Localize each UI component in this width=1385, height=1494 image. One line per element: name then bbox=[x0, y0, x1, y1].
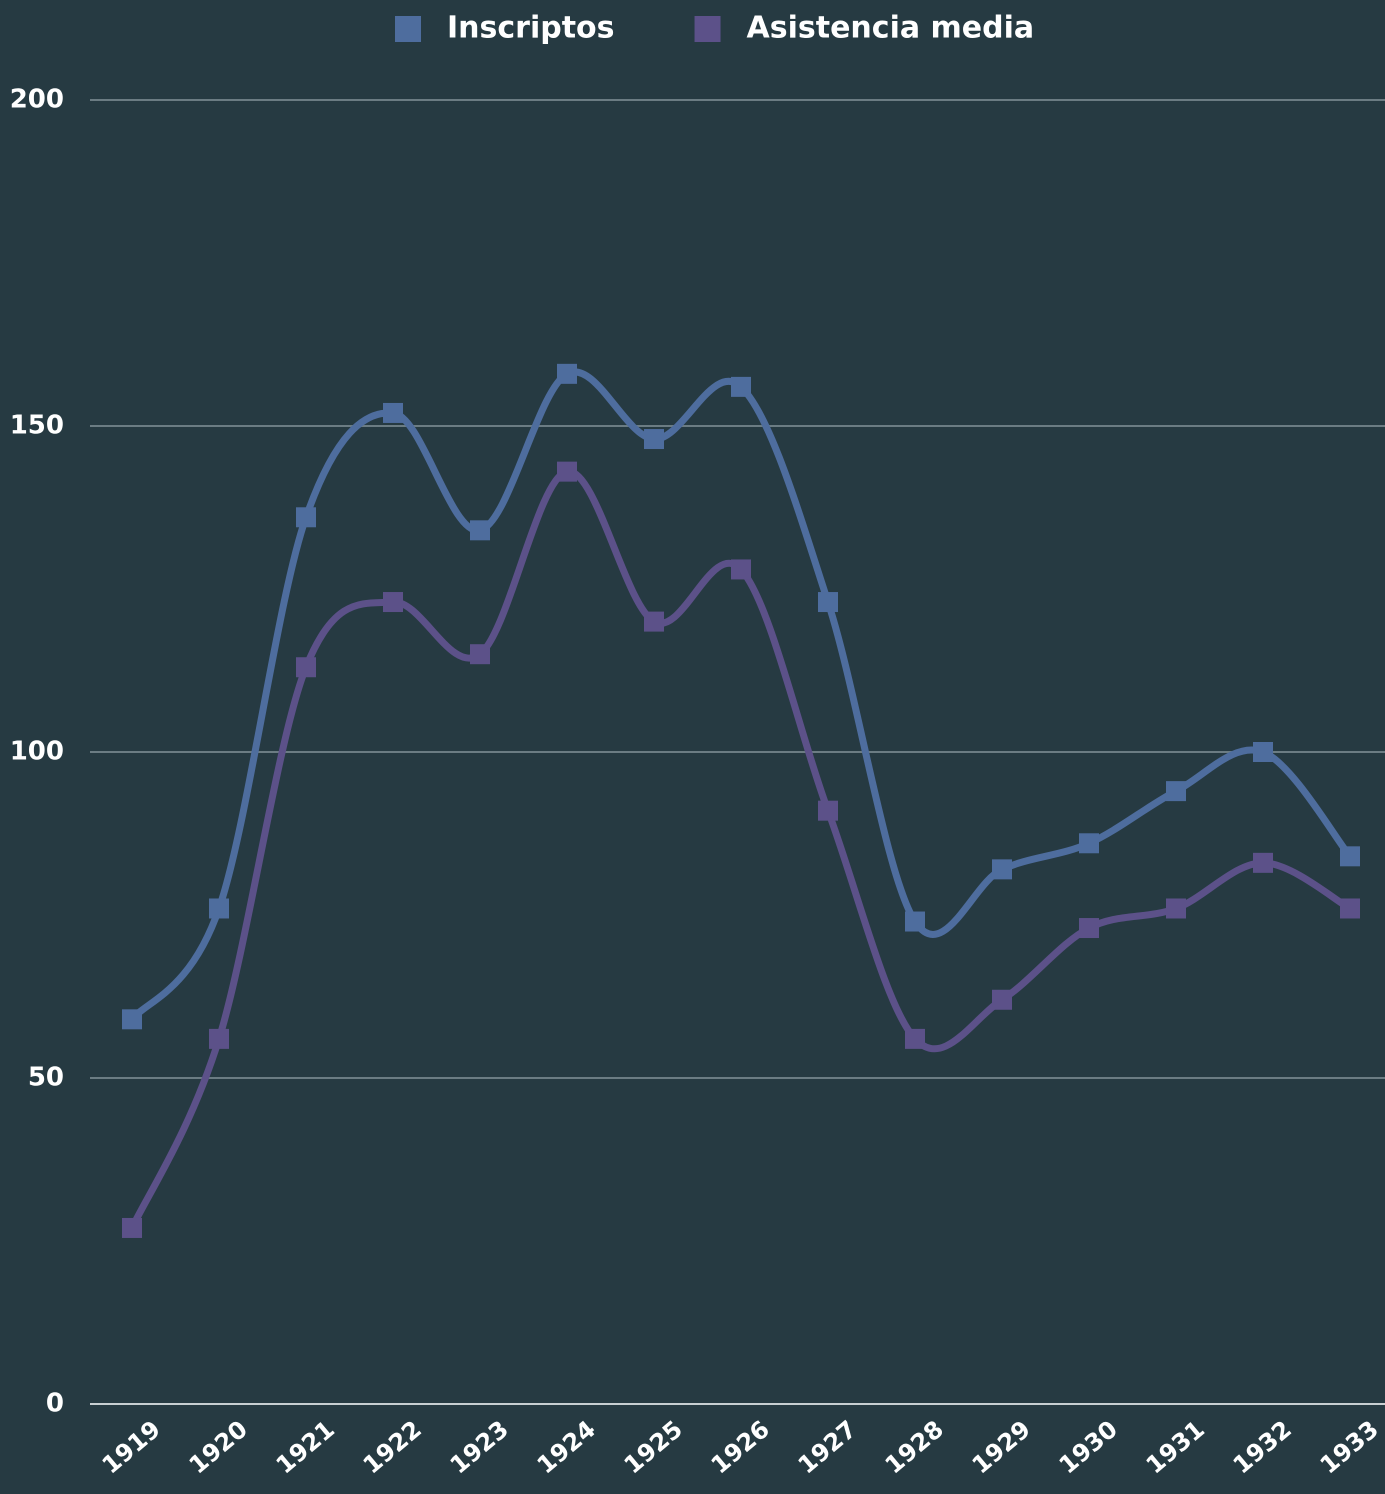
point-marker bbox=[383, 402, 403, 423]
point-marker bbox=[122, 1217, 142, 1238]
legend-label: Inscriptos bbox=[447, 11, 615, 46]
point-marker bbox=[209, 1028, 229, 1049]
point-marker bbox=[1253, 742, 1273, 762]
y-tick-label: 50 bbox=[28, 1063, 64, 1093]
x-tick-label: 1926 bbox=[706, 1415, 775, 1479]
point-marker bbox=[1166, 781, 1186, 802]
point-marker bbox=[470, 644, 490, 665]
point-marker bbox=[731, 559, 751, 580]
point-marker bbox=[1079, 833, 1099, 854]
x-tick-label: 1924 bbox=[532, 1415, 601, 1479]
point-marker bbox=[1340, 846, 1360, 867]
point-marker bbox=[992, 859, 1012, 880]
legend-swatch bbox=[395, 16, 421, 42]
point-marker bbox=[383, 592, 403, 613]
point-marker bbox=[818, 800, 838, 821]
point-marker bbox=[644, 611, 664, 632]
legend-label: Asistencia media bbox=[747, 11, 1035, 46]
point-marker bbox=[1079, 918, 1099, 939]
point-marker bbox=[818, 592, 838, 613]
x-tick-label: 1923 bbox=[445, 1415, 514, 1479]
point-marker bbox=[1166, 898, 1186, 919]
x-tick-label: 1928 bbox=[880, 1415, 949, 1479]
x-tick-label: 1931 bbox=[1141, 1415, 1210, 1479]
point-marker bbox=[296, 657, 316, 678]
point-marker bbox=[1340, 898, 1360, 919]
x-tick-label: 1933 bbox=[1315, 1415, 1384, 1479]
point-marker bbox=[557, 461, 577, 482]
point-marker bbox=[209, 898, 229, 919]
x-tick-label: 1929 bbox=[967, 1415, 1036, 1479]
x-tick-label: 1932 bbox=[1228, 1415, 1297, 1479]
point-marker bbox=[731, 376, 751, 397]
x-tick-label: 1927 bbox=[793, 1415, 862, 1479]
point-marker bbox=[557, 363, 577, 384]
x-tick-label: 1919 bbox=[97, 1415, 166, 1479]
y-tick-label: 100 bbox=[10, 737, 64, 767]
point-marker bbox=[644, 429, 664, 450]
point-marker bbox=[992, 989, 1012, 1010]
x-tick-label: 1922 bbox=[358, 1415, 427, 1479]
point-marker bbox=[122, 1009, 142, 1030]
point-marker bbox=[470, 520, 490, 541]
point-marker bbox=[905, 1028, 925, 1049]
point-marker bbox=[905, 911, 925, 932]
y-tick-label: 150 bbox=[10, 411, 64, 441]
x-tick-label: 1930 bbox=[1054, 1415, 1123, 1479]
point-marker bbox=[296, 507, 316, 528]
legend-swatch bbox=[694, 16, 721, 42]
y-tick-label: 0 bbox=[46, 1389, 64, 1419]
series-line bbox=[129, 368, 1353, 1022]
x-tick-label: 1920 bbox=[184, 1415, 253, 1479]
point-marker bbox=[1253, 852, 1273, 873]
y-tick-label: 200 bbox=[10, 85, 64, 115]
series-line bbox=[128, 468, 1352, 1230]
x-tick-label: 1925 bbox=[619, 1415, 688, 1479]
x-tick-label: 1921 bbox=[271, 1415, 340, 1479]
